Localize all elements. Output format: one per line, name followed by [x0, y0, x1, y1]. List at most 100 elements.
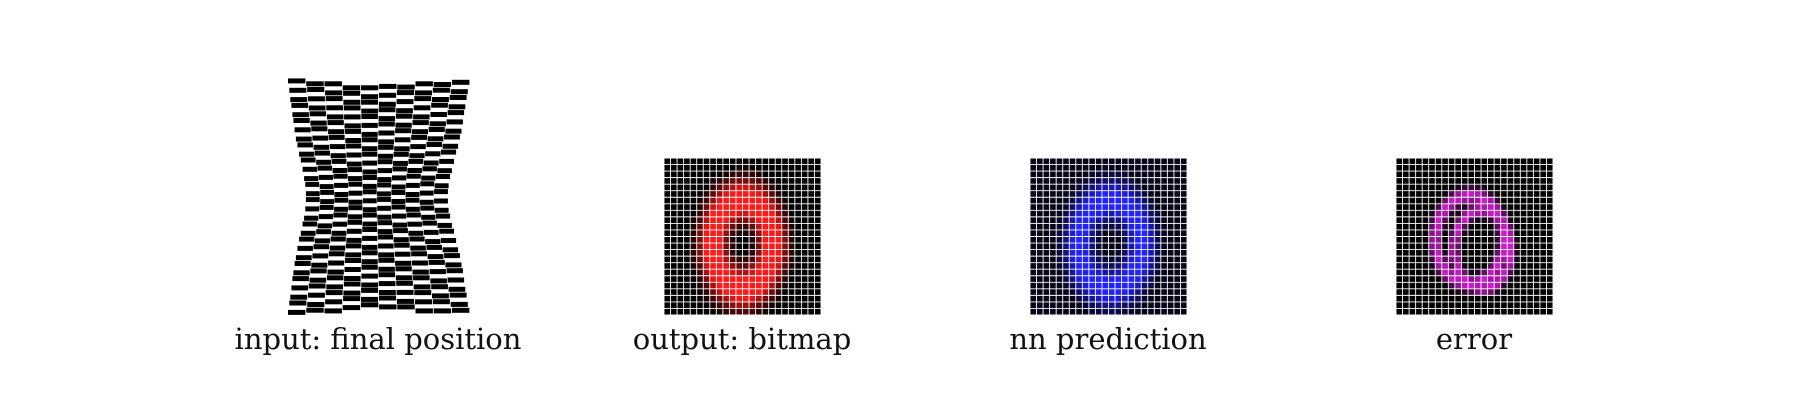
grid-brick [397, 84, 415, 90]
grid-brick [294, 127, 311, 133]
bitmap-pixel [788, 249, 795, 257]
grid-brick [361, 114, 378, 119]
bitmap-pixel [749, 210, 756, 217]
bitmap-pixel [1082, 184, 1089, 191]
bitmap-pixel [709, 243, 717, 250]
grid-brick [294, 261, 311, 266]
bitmap-pixel [1441, 256, 1449, 263]
bitmap-pixel [1507, 275, 1514, 283]
bitmap-pixel [1121, 190, 1129, 198]
bitmap-pixel [1056, 229, 1063, 237]
bitmap-pixel [742, 262, 750, 270]
bitmap-pixel [703, 243, 710, 250]
bitmap-pixel [1108, 275, 1116, 283]
bitmap-pixel [729, 269, 736, 276]
bitmap-pixel [768, 229, 776, 237]
bitmap-pixel [742, 184, 750, 191]
bitmap-pixel [729, 216, 736, 224]
bitmap-pixel [768, 177, 776, 185]
bitmap-pixel [1467, 275, 1475, 283]
grid-brick [306, 307, 324, 313]
bitmap-pixel [696, 236, 704, 244]
grid-brick [407, 168, 422, 173]
grid-brick [330, 153, 346, 159]
bitmap-pixel [1108, 216, 1116, 224]
grid-brick [435, 213, 451, 219]
bitmap-pixel [696, 249, 704, 257]
bitmap-pixel [703, 210, 710, 217]
bitmap-pixel [1435, 223, 1442, 230]
grid-brick [291, 102, 309, 108]
grid-brick [377, 196, 391, 202]
bitmap-pixel [1487, 269, 1495, 276]
bitmap-pixel [735, 288, 743, 296]
bitmap-pixel [1441, 210, 1449, 217]
bitmap-pixel [1128, 301, 1135, 309]
bitmap-pixel [709, 203, 717, 211]
bitmap-pixel [729, 171, 736, 178]
grid-brick [395, 122, 412, 128]
grid-brick [430, 112, 447, 117]
grid-brick [377, 168, 392, 174]
grid-brick [410, 245, 426, 251]
bitmap-pixel [1056, 243, 1063, 250]
bitmap-pixel [788, 236, 795, 244]
bitmap-pixel [722, 308, 730, 315]
bitmap-pixel [1441, 216, 1449, 224]
bitmap-pixel [1448, 210, 1455, 217]
bitmap-pixel [1095, 190, 1102, 198]
bitmap-pixel [1141, 229, 1148, 237]
bitmap-pixel [1500, 282, 1508, 289]
bitmap-pixel [1494, 197, 1501, 204]
bitmap-pixel [755, 184, 763, 191]
bitmap-pixel [742, 282, 750, 289]
grid-brick [408, 158, 424, 164]
grid-brick [295, 255, 312, 261]
bitmap-pixel [1062, 203, 1070, 211]
bitmap-pixel [1134, 243, 1142, 250]
bitmap-pixel [1467, 210, 1475, 217]
bitmap-pixel [1500, 210, 1508, 217]
grid-brick [378, 243, 394, 249]
bitmap-pixel [1115, 269, 1122, 276]
bitmap-pixel [1500, 216, 1508, 224]
bitmap-pixel [1487, 210, 1495, 217]
bitmap-pixel [1128, 223, 1135, 230]
bitmap-pixel [755, 308, 763, 315]
bitmap-pixel [1507, 256, 1514, 263]
grid-brick [444, 253, 460, 259]
grid-brick [447, 277, 465, 283]
bitmap-pixel [1128, 229, 1135, 237]
bitmap-pixel [1095, 236, 1102, 244]
grid-brick [305, 206, 320, 212]
bitmap-pixel [735, 295, 743, 302]
bitmap-pixel [775, 223, 782, 230]
grid-brick [396, 90, 414, 96]
grid-brick [395, 266, 412, 272]
bitmap-pixel [1454, 275, 1462, 283]
bitmap-pixel [722, 177, 730, 185]
bitmap-pixel [1095, 295, 1102, 302]
bitmap-pixel [1082, 210, 1089, 217]
bitmap-pixel [1115, 275, 1122, 283]
bitmap-pixel [1128, 295, 1135, 302]
grid-brick [361, 264, 378, 270]
grid-brick [378, 144, 394, 150]
bitmap-pixel [1141, 203, 1148, 211]
bitmap-pixel [716, 184, 723, 191]
bitmap-pixel [729, 236, 736, 244]
grid-brick [329, 245, 346, 251]
grid-brick [419, 199, 434, 205]
grid-brick [326, 275, 344, 281]
grid-brick [308, 283, 326, 289]
bitmap-pixel [1101, 269, 1109, 276]
bitmap-pixel [1454, 229, 1462, 237]
bitmap-pixel [1500, 269, 1508, 276]
bitmap-pixel [1121, 288, 1129, 296]
bitmap-pixel [1435, 210, 1442, 217]
grid-brick [295, 136, 312, 142]
bitmap-pixel [1056, 262, 1063, 270]
bitmap-pixel [1454, 262, 1462, 270]
bitmap-pixel [781, 236, 789, 244]
bitmap-pixel [1056, 256, 1063, 263]
